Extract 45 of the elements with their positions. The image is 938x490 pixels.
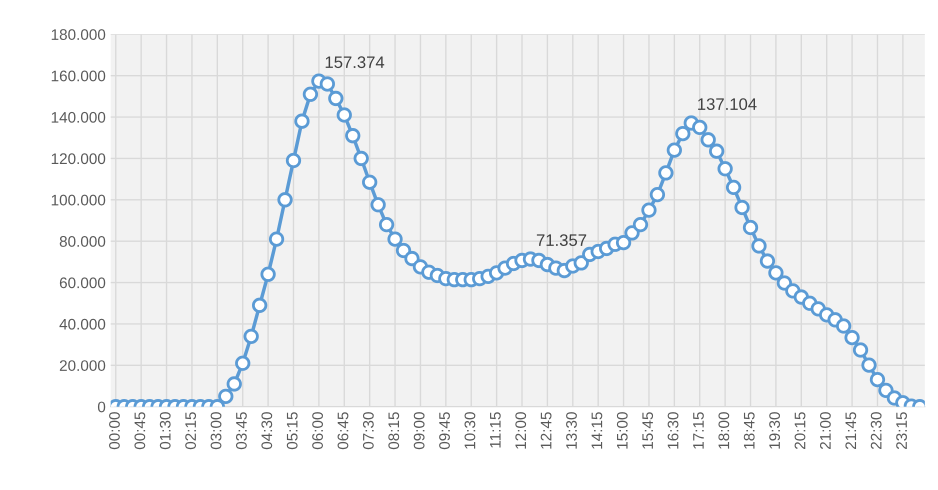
x-tick-label: 15:45 [642, 412, 654, 449]
x-tick-label: 20:15 [794, 412, 806, 450]
x-tick-label: 14:15 [592, 412, 602, 449]
x-tick-label: 07:30 [362, 412, 374, 450]
x-tick-label: 21:00 [820, 412, 831, 450]
x-tick-label: 16:30 [668, 412, 678, 449]
y-tick-label: 160.000 [52, 70, 106, 82]
x-tick-label: 22:30 [870, 412, 882, 450]
x-tick-label: 00:45 [134, 412, 146, 450]
data-label: 137.104 [698, 98, 757, 110]
data-label: 157.374 [326, 56, 384, 68]
x-tick-label: 21:45 [845, 412, 856, 450]
x-tick-label: 18:45 [744, 412, 755, 449]
x-tick-label: 05:15 [286, 412, 298, 450]
x-tick-label: 09:45 [439, 412, 450, 450]
x-tick-label: 19:30 [769, 412, 780, 449]
y-tick-label: 140.000 [52, 112, 106, 123]
x-tick-label: 15:00 [616, 412, 628, 449]
y-tick-label: 100.000 [52, 194, 106, 206]
x-tick-label: 09:00 [414, 412, 425, 450]
data-label: 71.357 [536, 234, 586, 246]
x-tick-label: 02:15 [185, 412, 196, 450]
x-tick-label: 10:30 [464, 412, 476, 449]
x-tick-label: 06:00 [312, 412, 323, 450]
x-tick-label: 04:30 [261, 412, 272, 450]
x-tick-label: 06:45 [338, 412, 348, 450]
x-tick-label: 12:45 [540, 412, 552, 449]
y-tick-label: 40.000 [59, 318, 106, 330]
y-tick-label: 80.000 [60, 236, 106, 247]
x-tick-label: 03:45 [236, 412, 247, 450]
x-tick-label: 00:00 [109, 412, 120, 450]
y-tick-label: 180.000 [52, 29, 106, 40]
x-tick-label: 11:15 [490, 412, 501, 448]
x-tick-label: 17:15 [693, 412, 704, 449]
x-tick-label: 01:30 [160, 412, 171, 450]
x-tick-label: 23:15 [896, 412, 907, 450]
y-tick-label: 0 [98, 402, 106, 412]
x-tick-label: 18:00 [718, 412, 730, 449]
x-tick-label: 12:00 [515, 412, 526, 449]
y-tick-label: 60.000 [60, 277, 106, 288]
y-tick-label: 20.000 [60, 360, 106, 372]
x-tick-label: 03:00 [210, 412, 222, 450]
x-tick-label: 08:15 [388, 412, 400, 450]
x-tick-label: 13:30 [566, 412, 577, 449]
y-tick-label: 120.000 [52, 153, 106, 164]
